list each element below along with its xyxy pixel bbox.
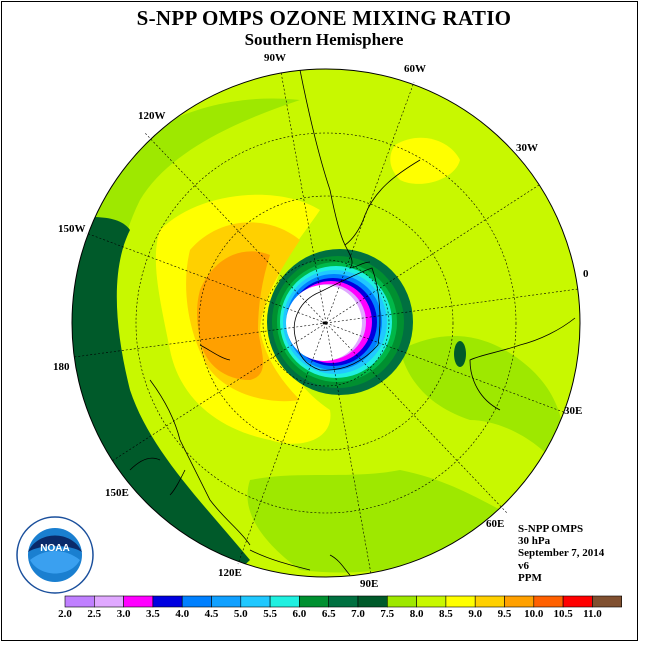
colorbar-level-label: 7.5 <box>380 608 395 620</box>
colorbar-swatch <box>64 595 95 608</box>
field-7-0-spot <box>454 341 466 367</box>
lon-label-60w: 60W <box>404 63 426 75</box>
colorbar-swatch <box>269 595 300 608</box>
colorbar-level-label: 7.0 <box>351 608 365 620</box>
colorbar-level-label: 6.0 <box>292 608 307 620</box>
colorbar-swatch <box>152 595 183 608</box>
south-pole-dot <box>322 321 326 325</box>
colorbar-level-label: 9.5 <box>497 608 512 620</box>
colorbar-level-label: 10.5 <box>553 608 573 620</box>
info-block: S-NPP OMPS 30 hPa September 7, 2014 v6 P… <box>518 523 604 584</box>
units-label: PPM <box>518 571 542 584</box>
colorbar-level-label: 4.0 <box>175 608 190 620</box>
colorbar-swatch <box>94 595 124 608</box>
colorbar-level-label: 3.0 <box>116 608 131 620</box>
colorbar-level-label: 10.0 <box>524 608 544 620</box>
colorbar-swatch <box>123 595 154 608</box>
colorbar-swatch <box>328 595 359 608</box>
colorbar-level-label: 8.0 <box>409 608 424 620</box>
noaa-logo-text: NOAA <box>40 543 69 554</box>
colorbar-swatch <box>181 595 212 608</box>
colorbar-level-label: 5.0 <box>233 608 248 620</box>
lon-label-150w: 150W <box>58 223 86 235</box>
lon-label-180: 180 <box>53 361 70 373</box>
colorbar-swatch <box>416 595 447 608</box>
date-label: September 7, 2014 <box>518 547 605 560</box>
lon-label-30e: 30E <box>564 405 583 417</box>
figure-frame <box>1 1 638 641</box>
ozone-field <box>72 69 580 577</box>
colorbar-level-label: 3.5 <box>146 608 160 620</box>
field-8-5-north <box>390 137 460 184</box>
coastlines <box>129 69 576 576</box>
colorbar-swatch <box>562 595 593 608</box>
colorbar-level-label: 2.0 <box>58 608 72 620</box>
lon-label-30w: 30W <box>516 142 538 154</box>
lon-label-0: 0 <box>583 268 589 280</box>
colorbar-swatch <box>445 595 476 608</box>
colorbar-level-label: 5.5 <box>263 608 277 620</box>
lon-label-90e: 90E <box>360 578 379 590</box>
graticule <box>73 71 579 575</box>
lon-label-150e: 150E <box>105 487 129 499</box>
noaa-logo: NOAA <box>16 516 94 594</box>
pressure-level: 30 hPa <box>518 535 551 548</box>
colorbar-swatch <box>386 595 417 608</box>
colorbar <box>64 595 623 608</box>
version-label: v6 <box>518 559 529 572</box>
lon-label-120w: 120W <box>138 110 166 122</box>
colorbar-swatch <box>357 595 388 608</box>
field-9-5 <box>197 251 270 380</box>
colorbar-swatch <box>504 595 535 608</box>
colorbar-labels: 2.0 2.5 3.0 3.5 4.0 4.5 5.0 5.5 6.0 6.5 7.0 7.5 8.0 8… <box>0 608 648 622</box>
map-title: S-NPP OMPS OZONE MIXING RATIO <box>136 6 512 30</box>
colorbar-level-label: 11.0 <box>583 608 602 620</box>
colorbar-level-label: 6.5 <box>321 608 336 620</box>
colorbar-level-label: 2.5 <box>87 608 102 620</box>
field-7-5-east <box>400 336 564 470</box>
colorbar-swatch <box>474 595 505 608</box>
map-subtitle: Southern Hemisphere <box>244 30 404 49</box>
map-boundary <box>71 68 581 578</box>
colorbar-level-label: 8.5 <box>439 608 453 620</box>
colorbar-level-label: 9.0 <box>468 608 483 620</box>
lon-label-60e: 60E <box>486 518 505 530</box>
colorbar-swatch <box>211 595 242 608</box>
lon-label-90w: 90W <box>264 52 286 64</box>
colorbar-swatch <box>240 595 271 608</box>
instrument-label: S-NPP OMPS <box>518 523 584 535</box>
colorbar-level-label: 4.5 <box>204 608 219 620</box>
colorbar-swatch <box>299 595 329 608</box>
colorbar-swatch <box>592 595 623 608</box>
colorbar-swatch <box>533 595 564 608</box>
lon-label-120e: 120E <box>218 567 242 579</box>
